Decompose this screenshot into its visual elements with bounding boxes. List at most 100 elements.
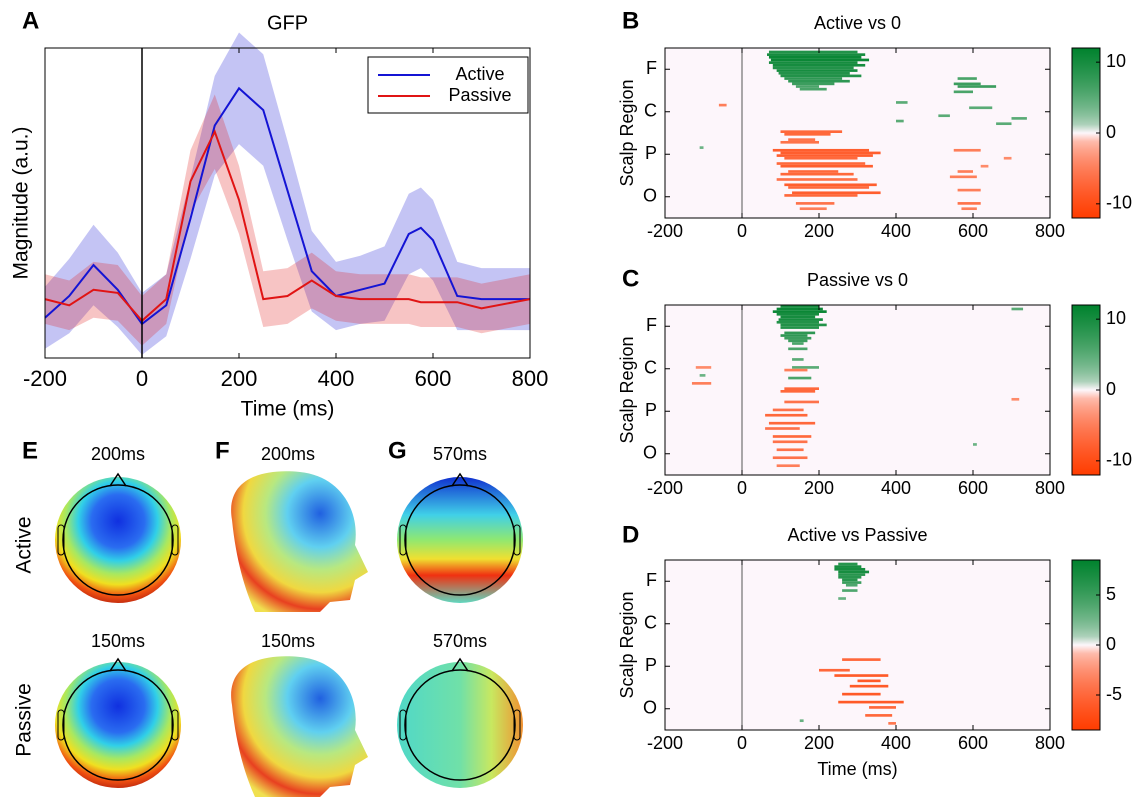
y-tick-label: O <box>643 698 657 718</box>
significance-segment <box>768 50 858 54</box>
x-tick-label: 0 <box>737 733 747 753</box>
significance-segment <box>938 114 950 118</box>
significance-segment <box>780 151 881 155</box>
panel-letter: F <box>215 437 230 464</box>
significance-segment <box>784 133 831 136</box>
significance-segment <box>776 154 873 157</box>
x-tick-label: 600 <box>958 221 988 241</box>
x-axis-label: Time (ms) <box>241 398 335 421</box>
x-tick-label: 200 <box>221 366 258 391</box>
significance-segment <box>792 82 835 86</box>
significance-segment <box>765 413 808 417</box>
significance-segment <box>776 312 819 316</box>
panel-letter: C <box>622 265 639 292</box>
significance-segment <box>778 318 823 321</box>
significance-segment <box>695 366 712 369</box>
significance-segment <box>772 66 854 70</box>
row-label: Passive <box>13 683 36 757</box>
axes-frame <box>44 47 531 359</box>
y-axis-label: Scalp Region <box>617 336 637 443</box>
significance-segment <box>776 448 804 452</box>
axes-frame <box>664 304 1051 476</box>
significance-segment <box>780 323 827 327</box>
significance-segment <box>784 336 812 340</box>
significance-segment <box>699 146 704 149</box>
y-axis-label: Scalp Region <box>617 79 637 186</box>
map-time: 150ms <box>91 631 145 651</box>
significance-segment <box>857 679 881 683</box>
x-tick-label: 400 <box>881 733 911 753</box>
significance-segment <box>784 77 843 80</box>
significance-segment <box>957 85 997 88</box>
y-tick-label: C <box>644 101 657 121</box>
y-tick-label: O <box>643 443 657 463</box>
chart-title: Active vs Passive <box>787 525 927 545</box>
significance-segment <box>691 382 712 385</box>
x-tick-label: 400 <box>881 221 911 241</box>
colorbar <box>1071 559 1101 731</box>
significance-segment <box>869 706 896 709</box>
significance-segment <box>838 570 870 574</box>
significance-segment <box>767 53 866 56</box>
y-axis-label: Scalp Region <box>617 591 637 698</box>
y-tick-label: C <box>644 613 657 633</box>
significance-segment <box>1011 307 1024 311</box>
significance-segment <box>772 456 808 460</box>
significance-segment <box>780 164 873 168</box>
x-tick-label: -200 <box>23 366 67 391</box>
x-tick-label: 0 <box>737 221 747 241</box>
x-tick-label: 200 <box>804 478 834 498</box>
significance-segment <box>772 310 827 313</box>
map-time: 150ms <box>261 631 315 651</box>
significance-segment <box>788 347 808 351</box>
significance-segment <box>957 202 981 205</box>
significance-segment <box>772 63 866 67</box>
significance-segment <box>780 305 819 308</box>
colorbar-tick-label: 0 <box>1106 634 1116 654</box>
map-time: 570ms <box>433 444 487 464</box>
y-tick-label: P <box>645 400 657 420</box>
topomap <box>397 657 523 788</box>
significance-segment <box>792 366 819 369</box>
topomap <box>397 472 523 603</box>
significance-segment <box>888 722 896 725</box>
colorbar-tick-label: 10 <box>1106 51 1126 71</box>
y-tick-label: F <box>646 58 657 78</box>
x-tick-label: 800 <box>1035 221 1065 241</box>
axes-frame <box>664 47 1051 219</box>
significance-segment <box>838 700 904 704</box>
x-tick-label: -200 <box>647 221 683 241</box>
significance-segment <box>838 562 858 566</box>
chart-title: Passive vs 0 <box>807 270 908 290</box>
significance-segment <box>784 194 858 197</box>
significance-segment <box>842 589 858 592</box>
significance-segment <box>973 443 977 446</box>
significance-segment <box>795 85 819 88</box>
chart-title: Active vs 0 <box>814 13 901 33</box>
chart-title: GFP <box>267 12 308 34</box>
significance-segment <box>780 140 819 144</box>
topomap <box>55 472 181 603</box>
significance-segment <box>957 77 977 80</box>
legend-label: Active <box>455 64 504 84</box>
x-tick-label: 600 <box>958 733 988 753</box>
x-tick-label: 0 <box>136 366 148 391</box>
significance-segment <box>780 326 819 329</box>
significance-segment <box>776 178 858 181</box>
y-tick-label: P <box>645 655 657 675</box>
map-time: 200ms <box>261 444 315 464</box>
significance-segment <box>776 307 823 311</box>
x-tick-label: -200 <box>647 478 683 498</box>
significance-segment <box>792 342 804 345</box>
y-tick-label: P <box>645 143 657 163</box>
significance-segment <box>784 387 819 390</box>
axes-frame <box>664 559 1051 731</box>
significance-segment <box>819 668 850 672</box>
significance-segment <box>957 188 981 192</box>
y-tick-label: C <box>644 358 657 378</box>
significance-segment <box>792 358 804 361</box>
significance-segment <box>788 79 850 83</box>
legend-label: Passive <box>448 85 511 105</box>
significance-segment <box>776 162 866 165</box>
